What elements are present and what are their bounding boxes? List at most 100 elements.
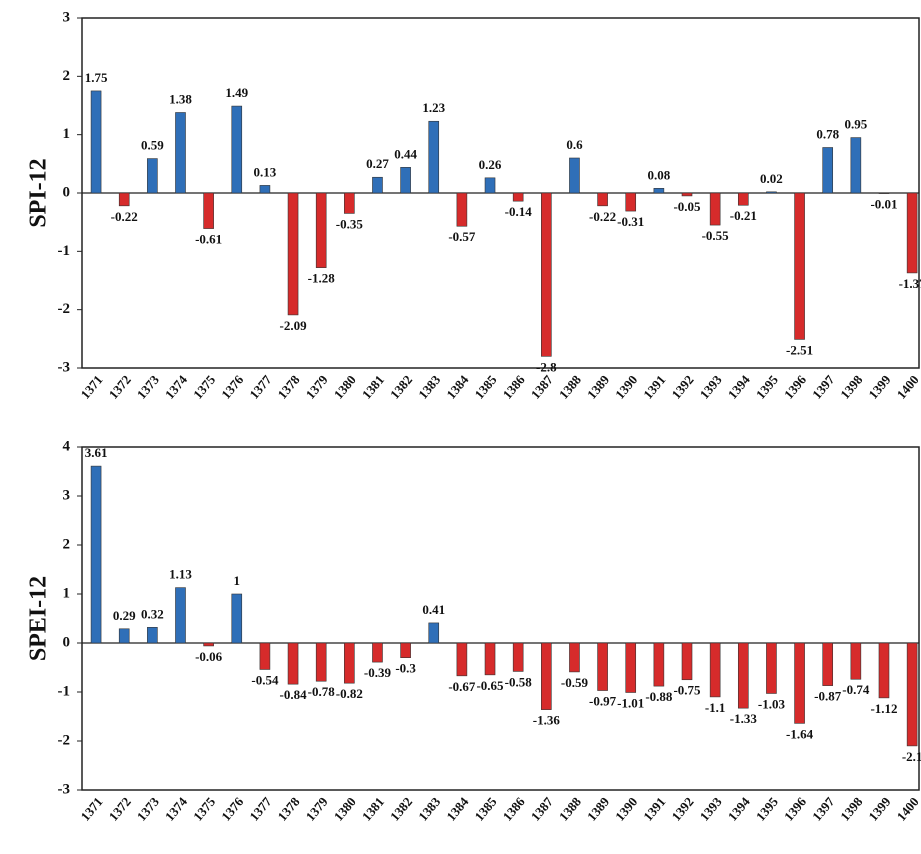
x-tick-label: 1374 bbox=[162, 794, 191, 824]
bar bbox=[400, 167, 411, 194]
value-label: -0.22 bbox=[111, 209, 138, 224]
value-label: -0.84 bbox=[280, 687, 308, 702]
bar bbox=[822, 642, 834, 686]
bar bbox=[794, 642, 805, 724]
x-tick-label: 1384 bbox=[443, 794, 472, 824]
y-tick-label: 2 bbox=[63, 536, 71, 552]
bar bbox=[428, 120, 440, 194]
bar bbox=[259, 185, 271, 194]
x-tick-label: 1397 bbox=[809, 372, 838, 402]
bar bbox=[569, 157, 580, 194]
value-label: 0.26 bbox=[479, 157, 502, 172]
y-tick-label: 2 bbox=[63, 68, 71, 84]
x-tick-label: 1384 bbox=[443, 372, 472, 402]
value-label: -0.21 bbox=[730, 208, 757, 223]
bar bbox=[850, 137, 862, 194]
value-label: -2.51 bbox=[786, 342, 813, 357]
bar bbox=[315, 192, 327, 268]
x-tick-label: 1394 bbox=[725, 372, 754, 402]
value-label: -1.12 bbox=[870, 701, 897, 716]
x-tick-label: 1392 bbox=[668, 794, 696, 824]
value-label: -1.37 bbox=[899, 276, 921, 291]
value-label: 0.95 bbox=[844, 117, 867, 132]
x-tick-label: 1398 bbox=[837, 794, 866, 824]
bar bbox=[625, 642, 637, 693]
bar bbox=[512, 192, 524, 202]
bar bbox=[400, 642, 411, 658]
x-tick-label: 1376 bbox=[218, 372, 247, 402]
y-tick-label: 0 bbox=[63, 184, 71, 200]
x-tick-label: 1395 bbox=[753, 372, 782, 402]
value-label: -1.36 bbox=[533, 713, 561, 728]
x-tick-label: 1378 bbox=[274, 794, 303, 824]
x-tick-label: 1386 bbox=[500, 372, 529, 402]
bar bbox=[906, 192, 918, 274]
bar bbox=[878, 642, 890, 699]
bar bbox=[118, 192, 130, 207]
bar bbox=[681, 642, 693, 681]
x-tick-label: 1388 bbox=[556, 794, 585, 824]
value-label: -0.31 bbox=[617, 214, 644, 229]
value-label: -0.05 bbox=[673, 199, 701, 214]
value-label: -0.58 bbox=[505, 674, 533, 689]
value-label: -0.61 bbox=[195, 232, 222, 247]
bar bbox=[512, 642, 524, 672]
value-label: -0.35 bbox=[336, 216, 364, 231]
plot-frame bbox=[81, 446, 920, 791]
value-label: -0.88 bbox=[645, 689, 673, 704]
bar bbox=[90, 90, 102, 194]
value-label: 3.61 bbox=[85, 445, 108, 460]
y-tick-label: 3 bbox=[63, 487, 71, 503]
value-label: 1 bbox=[234, 573, 241, 588]
value-label: -0.67 bbox=[448, 679, 476, 694]
bar bbox=[456, 192, 468, 227]
value-label: -0.65 bbox=[476, 678, 504, 693]
y-tick-label: -3 bbox=[58, 781, 71, 797]
x-tick-label: 1383 bbox=[415, 794, 444, 824]
bar bbox=[231, 593, 243, 644]
x-tick-label: 1389 bbox=[584, 794, 613, 824]
bar bbox=[737, 642, 749, 709]
bar bbox=[597, 642, 608, 691]
x-tick-label: 1394 bbox=[725, 794, 754, 824]
value-label: 1.23 bbox=[422, 100, 445, 115]
bar bbox=[541, 642, 552, 710]
value-label: 0.44 bbox=[394, 146, 417, 161]
value-label: -0.87 bbox=[814, 689, 842, 704]
bar bbox=[709, 642, 721, 698]
value-label: -0.39 bbox=[364, 665, 392, 680]
x-tick-label: 1390 bbox=[612, 794, 640, 824]
bar bbox=[344, 642, 355, 684]
value-label: -0.55 bbox=[702, 228, 730, 243]
value-label: -0.78 bbox=[308, 684, 336, 699]
x-tick-label: 1371 bbox=[77, 372, 105, 402]
value-label: -1.03 bbox=[758, 696, 786, 711]
value-label: 0.41 bbox=[422, 602, 445, 617]
value-label: -0.22 bbox=[589, 209, 616, 224]
x-tick-label: 1374 bbox=[162, 372, 191, 402]
bar bbox=[766, 642, 777, 694]
value-label: -0.01 bbox=[870, 197, 897, 212]
value-label: 0.78 bbox=[816, 126, 839, 141]
x-tick-label: 1388 bbox=[556, 372, 585, 402]
x-tick-label: 1389 bbox=[584, 372, 613, 402]
value-label: -0.06 bbox=[195, 649, 223, 664]
bar bbox=[287, 642, 299, 685]
y-tick-label: 1 bbox=[63, 585, 71, 601]
x-tick-label: 1382 bbox=[387, 794, 415, 824]
bar bbox=[681, 192, 693, 197]
y-tick-label: 3 bbox=[63, 9, 71, 25]
value-label: 0.32 bbox=[141, 606, 164, 621]
y-tick-label: -1 bbox=[58, 243, 71, 259]
x-tick-label: 1375 bbox=[190, 794, 219, 824]
y-tick-label: 1 bbox=[63, 126, 71, 142]
x-tick-label: 1372 bbox=[106, 372, 134, 402]
value-label: -0.75 bbox=[673, 683, 701, 698]
value-label: -0.97 bbox=[589, 694, 617, 709]
x-tick-label: 1393 bbox=[697, 372, 726, 402]
bar bbox=[315, 642, 327, 682]
bar bbox=[709, 192, 721, 226]
x-tick-label: 1373 bbox=[134, 794, 163, 824]
y-tick-label: -2 bbox=[58, 301, 71, 317]
bar bbox=[569, 642, 580, 673]
